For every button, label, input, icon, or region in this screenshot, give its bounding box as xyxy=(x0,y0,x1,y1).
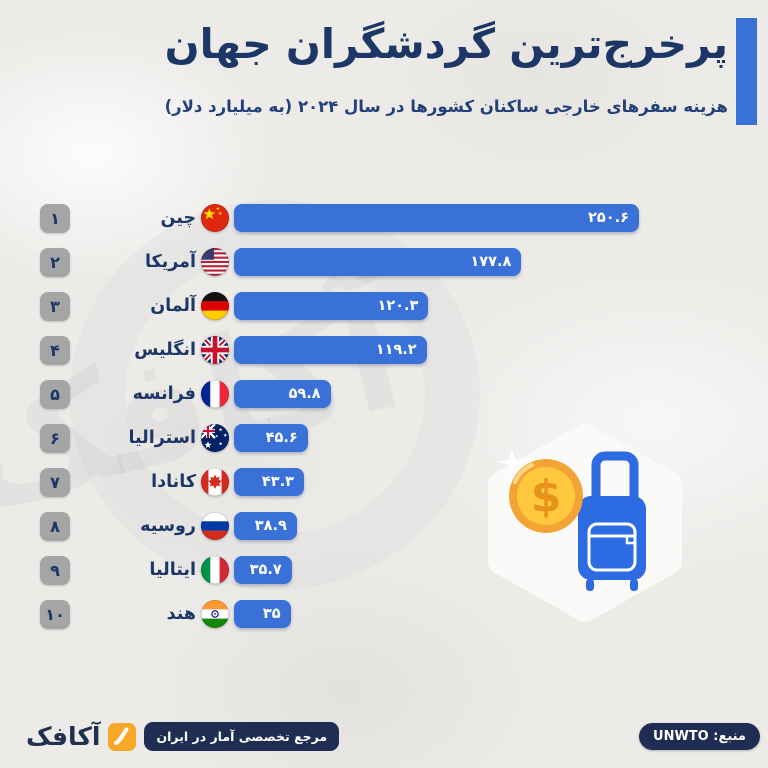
bar-value-label: ۴۵.۶ xyxy=(265,430,298,446)
country-label: کانادا xyxy=(151,472,196,492)
value-bar: ۲۵۰.۶ xyxy=(234,204,639,232)
rank-badge: ۵ xyxy=(40,379,70,409)
chart-row: ۸ روسیه ۳۸.۹ xyxy=(40,511,639,541)
chart-row: ۴ انگلیس ۱۱۹.۲ xyxy=(40,335,639,365)
bar-value-label: ۵۹.۸ xyxy=(288,386,321,402)
value-bar: ۵۹.۸ xyxy=(234,380,331,408)
france-flag-icon xyxy=(201,380,229,408)
rank-badge: ۱۰ xyxy=(40,599,70,629)
bar-value-label: ۱۷۷.۸ xyxy=(470,254,512,270)
bar-track: ۳۵ xyxy=(234,600,639,628)
chart-row: ۳ آلمان ۱۲۰.۳ xyxy=(40,291,639,321)
value-bar: ۳۵ xyxy=(234,600,291,628)
russia-flag-icon xyxy=(201,512,229,540)
bar-track: ۱۱۹.۲ xyxy=(234,336,639,364)
bar-value-label: ۳۸.۹ xyxy=(254,518,287,534)
bar-track: ۲۵۰.۶ xyxy=(234,204,639,232)
bar-track: ۱۲۰.۳ xyxy=(234,292,639,320)
germany-flag-icon xyxy=(201,292,229,320)
bar-value-label: ۳۵ xyxy=(262,606,281,622)
country-label: روسیه xyxy=(140,516,196,536)
value-bar: ۴۳.۳ xyxy=(234,468,304,496)
rank-badge: ۶ xyxy=(40,423,70,453)
chart-row: ۱۰ هند ۳۵ xyxy=(40,599,639,629)
bar-chart: ۱ چین ۲۵۰.۶ ۲ آمریکا ۱۷۷.۸ ۳ آلمان ۱۲۰.۳ ۴ انگلیس… xyxy=(40,203,639,629)
bar-track: ۱۷۷.۸ xyxy=(234,248,639,276)
page-subtitle: هزینه سفرهای خارجی ساکنان کشورها در سال … xyxy=(164,97,728,116)
bar-track: ۵۹.۸ xyxy=(234,380,639,408)
bar-value-label: ۲۵۰.۶ xyxy=(588,210,629,226)
country-label: استرالیا xyxy=(128,428,196,448)
brand-logo-text: آکافک xyxy=(26,722,101,751)
country-label: فرانسه xyxy=(132,384,196,404)
country-label: آمریکا xyxy=(144,252,196,272)
rank-badge: ۲ xyxy=(40,247,70,277)
brand-logo-icon xyxy=(108,722,137,751)
italy-flag-icon xyxy=(201,556,229,584)
bar-track: ۳۸.۹ xyxy=(234,512,639,540)
value-bar: ۱۷۷.۸ xyxy=(234,248,522,276)
bar-track: ۳۵.۷ xyxy=(234,556,639,584)
chart-row: ۲ آمریکا ۱۷۷.۸ xyxy=(40,247,639,277)
country-label: هند xyxy=(166,604,196,624)
bar-value-label: ۴۳.۳ xyxy=(261,474,294,490)
rank-badge: ۳ xyxy=(40,291,70,321)
chart-row: ۷ کانادا ۴۳.۳ xyxy=(40,467,639,497)
bar-value-label: ۱۱۹.۲ xyxy=(375,342,417,358)
bar-track: ۴۳.۳ xyxy=(234,468,639,496)
china-flag-icon xyxy=(201,204,229,232)
rank-badge: ۹ xyxy=(40,555,70,585)
rank-badge: ۱ xyxy=(40,203,70,233)
rank-badge: ۴ xyxy=(40,335,70,365)
india-flag-icon xyxy=(201,600,229,628)
country-label: ایتالیا xyxy=(149,560,196,580)
value-bar: ۳۸.۹ xyxy=(234,512,297,540)
chart-row: ۶ استرالیا ۴۵.۶ xyxy=(40,423,639,453)
bar-value-label: ۱۲۰.۳ xyxy=(377,298,419,314)
brand-tagline-pill: مرجع تخصصی آمار در ایران xyxy=(144,722,340,751)
chart-row: ۹ ایتالیا ۳۵.۷ xyxy=(40,555,639,585)
chart-row: ۱ چین ۲۵۰.۶ xyxy=(40,203,639,233)
value-bar: ۱۲۰.۳ xyxy=(234,292,429,320)
brand-block: آکافک مرجع تخصصی آمار در ایران xyxy=(26,722,340,751)
chart-row: ۵ فرانسه ۵۹.۸ xyxy=(40,379,639,409)
canada-flag-icon xyxy=(201,468,229,496)
title-accent-bar xyxy=(736,18,757,125)
uk-flag-icon xyxy=(201,336,229,364)
source-badge: منبع: UNWTO xyxy=(639,723,760,750)
value-bar: ۴۵.۶ xyxy=(234,424,308,452)
country-label: آلمان xyxy=(150,296,196,316)
australia-flag-icon xyxy=(201,424,229,452)
country-label: انگلیس xyxy=(134,340,196,360)
value-bar: ۱۱۹.۲ xyxy=(234,336,427,364)
rank-badge: ۷ xyxy=(40,467,70,497)
bar-value-label: ۳۵.۷ xyxy=(249,562,282,578)
page-title: پرخرج‌ترین گردشگران جهان xyxy=(164,20,729,68)
usa-flag-icon xyxy=(201,248,229,276)
rank-badge: ۸ xyxy=(40,511,70,541)
value-bar: ۳۵.۷ xyxy=(234,556,292,584)
bar-track: ۴۵.۶ xyxy=(234,424,639,452)
country-label: چین xyxy=(160,208,196,228)
